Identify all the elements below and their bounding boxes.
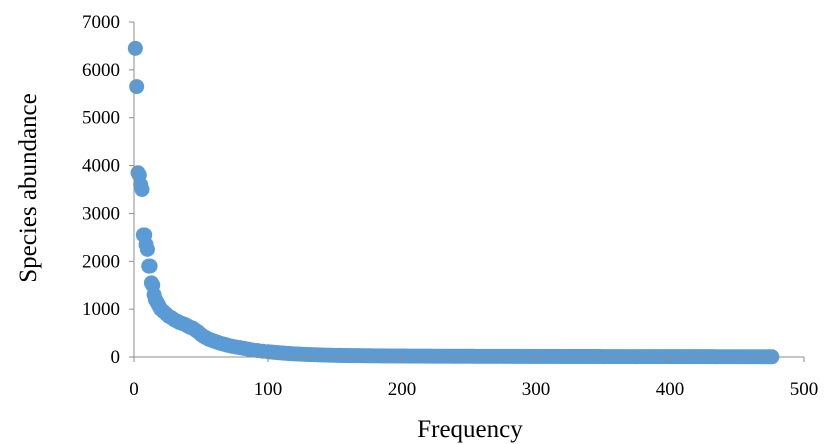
x-tick-label: 200 [388, 379, 417, 400]
y-tick-label: 5000 [82, 108, 120, 129]
x-tick-label: 400 [656, 379, 685, 400]
y-tick-label: 3000 [82, 203, 120, 224]
x-tick-label: 100 [254, 379, 283, 400]
x-tick-label: 300 [522, 379, 551, 400]
y-tick-label: 2000 [82, 251, 120, 272]
x-tick-labels: 0 100 200 300 400 500 [129, 379, 818, 400]
x-axis-title: Frequency [417, 416, 523, 443]
data-point [127, 40, 143, 56]
y-tick-label: 0 [111, 347, 121, 368]
x-tick-label: 500 [790, 379, 819, 400]
data-point [129, 79, 145, 95]
y-tick-labels: 0 1000 2000 3000 4000 5000 6000 7000 [82, 12, 120, 368]
y-tick-label: 1000 [82, 299, 120, 320]
data-point [134, 182, 150, 197]
y-axis-title: Species abundance [15, 93, 42, 283]
x-tick-label: 0 [129, 379, 139, 400]
data-point [139, 241, 155, 257]
axes [129, 21, 805, 362]
data-point [142, 258, 158, 274]
y-tick-label: 7000 [82, 12, 120, 33]
y-tick-label: 4000 [82, 156, 120, 177]
y-tick-label: 6000 [82, 60, 120, 81]
data-points [127, 40, 780, 365]
